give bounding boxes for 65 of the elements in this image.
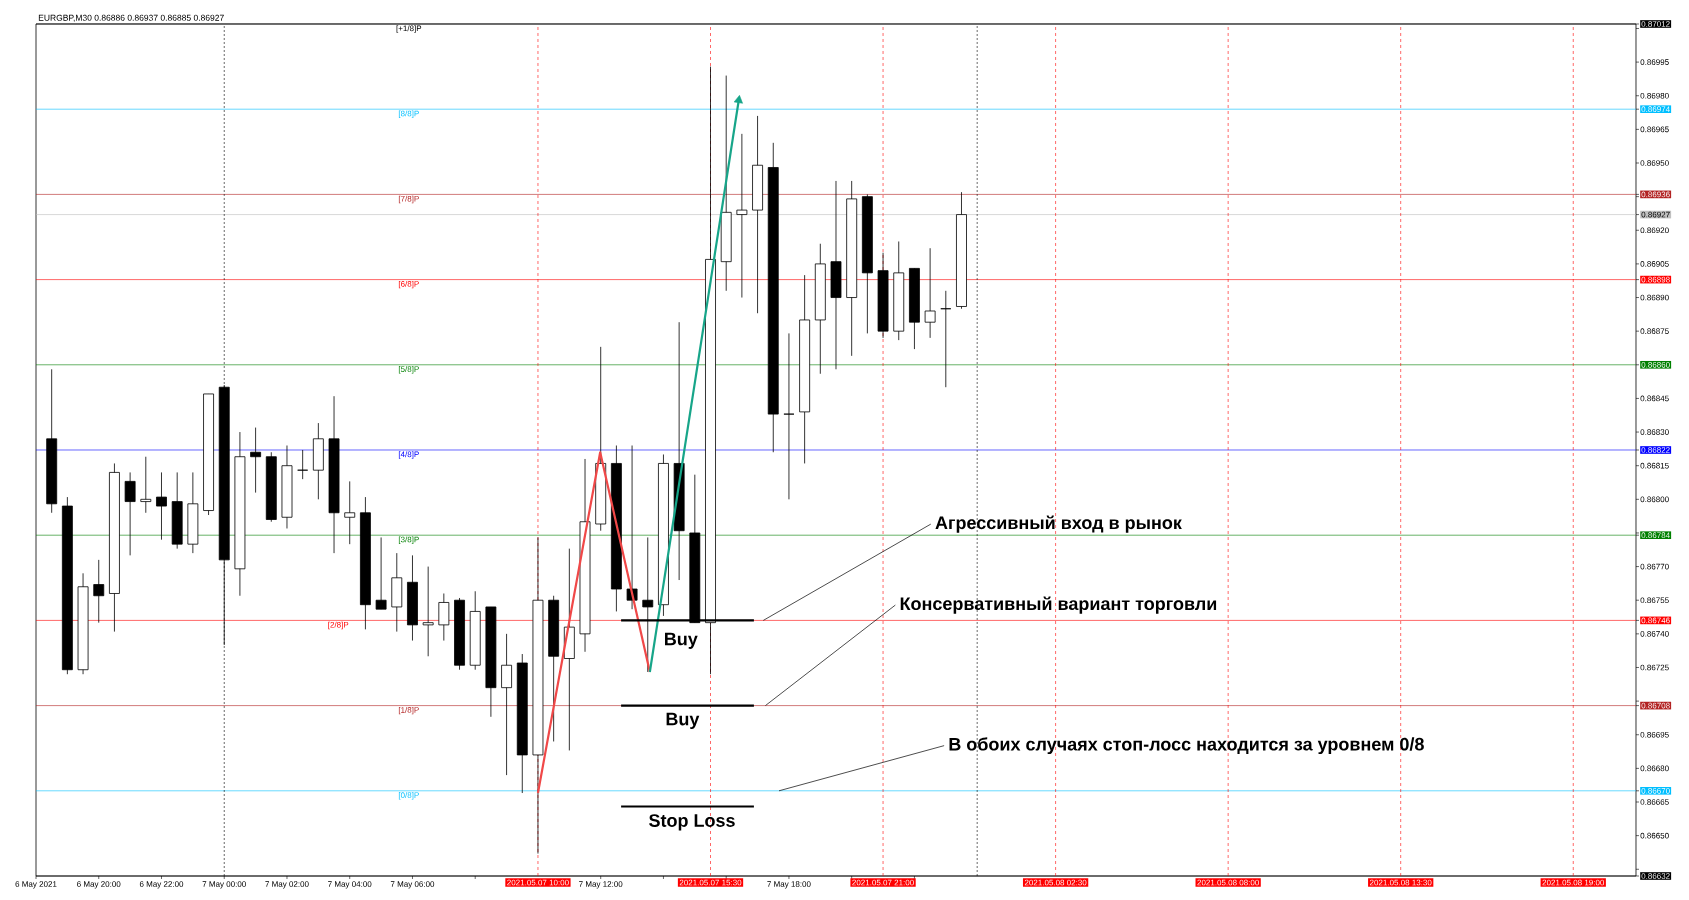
annotation: Buy (665, 632, 698, 649)
ref-line-label: [2/8]P (328, 621, 349, 630)
ref-line-label: 2021.05.08 02:30 (1024, 879, 1087, 886)
ref-line-label: [8/8]P (398, 110, 419, 118)
ref-line-label: [6/8]P (398, 280, 419, 289)
x-tick-label: 6 May 20:00 (77, 881, 121, 889)
y-tick-label: 0.86920 (1640, 227, 1669, 234)
ref-line-label: [1/8]P (398, 706, 419, 715)
x-tick-label: 7 May 12:00 (579, 881, 623, 889)
y-tick-label: 0.86746 (1641, 617, 1670, 624)
y-tick-label: 0.86905 (1640, 261, 1669, 267)
y-tick-label: 0.86845 (1640, 395, 1669, 402)
y-tick-label: 0.86974 (1641, 106, 1670, 113)
ref-line-label: 2021.05.08 13:30 (1369, 879, 1432, 886)
y-tick-label: 0.86632 (1641, 873, 1670, 879)
y-tick-label: 0.86680 (1640, 765, 1669, 772)
annotation: В обоих случаях стоп-лосс находится за уровнем 0/8 (949, 737, 1424, 755)
x-tick-label: 7 May 18:00 (767, 881, 811, 889)
x-tick-label: 7 May 00:00 (202, 881, 246, 889)
y-tick-label: 0.86670 (1641, 787, 1670, 794)
y-tick-label: 0.86950 (1640, 160, 1669, 166)
y-tick-label: 0.86770 (1640, 563, 1669, 570)
y-tick-label: 0.86665 (1640, 799, 1669, 805)
y-tick-label: 0.86755 (1640, 597, 1669, 604)
ref-line-label: [7/8]P (398, 195, 419, 204)
y-tick-label: 0.86650 (1640, 832, 1669, 839)
ref-line-label: [5/8]P (398, 366, 419, 374)
ref-line-label: 2021.05.07 15:30 (679, 879, 742, 886)
y-tick-label: 0.86784 (1641, 532, 1670, 539)
annotation: Агрессивный вход в рынок (935, 515, 1182, 533)
y-tick-label: 0.86890 (1640, 294, 1669, 301)
y-tick-label: 0.86995 (1640, 59, 1669, 65)
y-tick-label: 0.86980 (1640, 92, 1669, 99)
y-tick-label: 0.86740 (1640, 631, 1669, 637)
x-tick-label: 6 May 2021 (15, 881, 57, 889)
y-tick-label: 0.86927 (1641, 211, 1670, 218)
annotation: Консервативный вариант торговли (900, 596, 1217, 614)
ref-line-label: 2021.05.07 21:00 (852, 879, 914, 886)
x-tick-label: 7 May 06:00 (390, 881, 435, 889)
x-tick-label: 7 May 04:00 (328, 881, 372, 889)
chart-title: EURGBP,M30 0.86886 0.86937 0.86885 0.86927 (38, 14, 224, 22)
annotation: Buy (666, 712, 700, 729)
y-tick-label: 0.86875 (1640, 328, 1669, 334)
x-tick-label: 7 May 02:00 (265, 881, 309, 889)
ref-line-label: [+1/8]P (396, 25, 422, 33)
y-tick-label: 0.86815 (1640, 462, 1669, 469)
y-tick-label: 0.86725 (1640, 664, 1669, 671)
ref-line-label: 2021.05.07 10:00 (507, 879, 569, 886)
y-tick-label: 0.86708 (1641, 702, 1670, 709)
ref-line-label: 2021.05.08 19:00 (1542, 879, 1605, 886)
y-tick-label: 0.86965 (1640, 126, 1669, 133)
y-tick-label: 0.86695 (1640, 731, 1669, 738)
x-tick-label: 6 May 22:00 (139, 881, 184, 889)
y-tick-label: 0.86860 (1641, 361, 1670, 368)
y-tick-label: 0.86898 (1641, 276, 1670, 283)
y-tick-label: 0.86830 (1640, 429, 1669, 435)
ref-line-label: [4/8]P (398, 451, 419, 459)
ref-line-label: 2021.05.08 08:00 (1197, 879, 1259, 886)
y-tick-label: 0.86822 (1641, 447, 1670, 453)
annotation: Stop Loss (649, 814, 735, 831)
y-tick-label: 0.86800 (1640, 496, 1669, 503)
y-tick-label: 0.86936 (1641, 191, 1670, 198)
y-tick-label: 0.87012 (1641, 21, 1670, 27)
ref-line-label: [3/8]P (398, 536, 419, 544)
ref-line-label: [0/8]P (398, 792, 419, 800)
